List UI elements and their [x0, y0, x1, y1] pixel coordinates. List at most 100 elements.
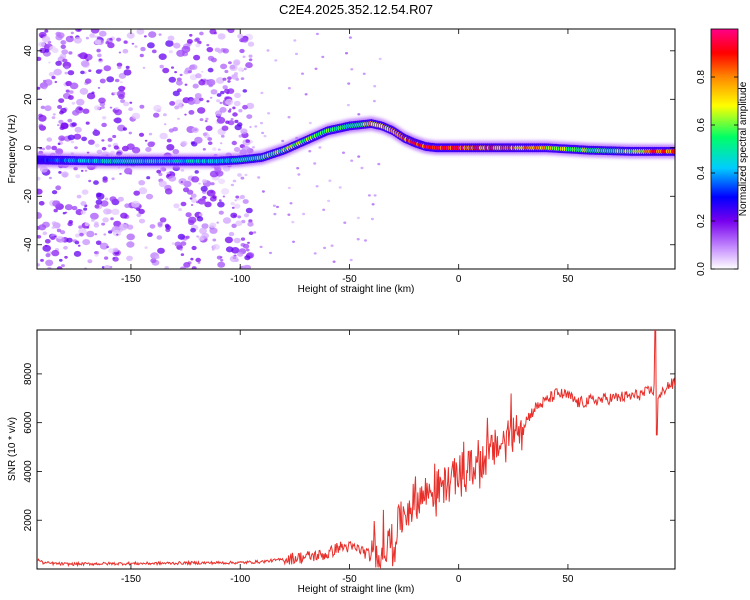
noise-speckle	[128, 131, 132, 135]
noise-speckle	[227, 109, 232, 113]
noise-speckle	[142, 66, 146, 69]
noise-speckle	[237, 251, 244, 257]
noise-speckle	[71, 122, 77, 127]
noise-speckle	[156, 235, 163, 240]
noise-speckle	[297, 173, 301, 176]
noise-speckle	[138, 187, 148, 195]
noise-speckle	[370, 217, 374, 221]
noise-speckle	[237, 215, 242, 219]
noise-speckle	[248, 231, 254, 235]
noise-speckle	[229, 255, 239, 263]
noise-speckle	[39, 147, 43, 150]
noise-speckle	[357, 113, 361, 116]
noise-speckle	[246, 102, 255, 110]
noise-speckle	[122, 127, 127, 131]
noise-speckle	[217, 261, 226, 268]
noise-speckle	[44, 105, 52, 112]
noise-speckle	[80, 60, 90, 67]
noise-speckle	[191, 176, 200, 183]
noise-speckle	[189, 64, 198, 71]
noise-speckle	[197, 261, 201, 264]
noise-speckle	[74, 126, 82, 133]
noise-speckle	[289, 202, 293, 205]
noise-speckle	[201, 232, 209, 239]
noise-speckle	[244, 173, 248, 177]
noise-speckle	[51, 190, 58, 195]
noise-speckle	[147, 42, 155, 49]
noise-speckle	[38, 41, 46, 47]
noise-speckle	[46, 137, 53, 142]
noise-speckle	[190, 193, 197, 199]
noise-speckle	[148, 132, 153, 136]
noise-speckle	[168, 175, 177, 182]
noise-speckle	[206, 189, 216, 197]
noise-speckle	[171, 242, 175, 245]
noise-speckle	[192, 99, 196, 103]
noise-speckle	[139, 53, 144, 58]
noise-speckle	[61, 49, 69, 55]
noise-speckle	[237, 173, 242, 177]
noise-speckle	[144, 35, 147, 38]
noise-speckle	[99, 58, 102, 61]
noise-speckle	[99, 69, 103, 72]
noise-speckle	[240, 237, 246, 241]
noise-speckle	[180, 201, 187, 207]
noise-speckle	[204, 120, 208, 123]
noise-speckle	[254, 125, 258, 128]
noise-speckle	[112, 134, 117, 139]
x-tick-label: 0	[456, 274, 462, 285]
noise-speckle	[349, 258, 353, 262]
noise-speckle	[118, 85, 126, 92]
noise-speckle	[106, 245, 109, 249]
noise-speckle	[199, 31, 204, 36]
noise-speckle	[88, 179, 92, 183]
noise-speckle	[37, 212, 42, 219]
noise-speckle	[338, 186, 342, 189]
noise-speckle	[94, 143, 100, 148]
noise-speckle	[45, 259, 54, 266]
noise-speckle	[205, 125, 213, 132]
noise-speckle	[67, 118, 73, 123]
noise-speckle	[138, 218, 146, 224]
noise-speckle	[179, 266, 187, 269]
noise-speckle	[76, 194, 82, 199]
noise-speckle	[266, 49, 270, 52]
noise-speckle	[185, 235, 190, 239]
noise-speckle	[96, 48, 101, 53]
noise-speckle	[200, 185, 208, 192]
noise-speckle	[179, 248, 183, 251]
noise-speckle	[184, 83, 188, 86]
x-tick-label: -100	[230, 274, 250, 285]
noise-speckle	[94, 35, 98, 39]
noise-speckle	[217, 201, 225, 208]
figure-title: C2E4.2025.352.12.54.R07	[279, 2, 433, 17]
noise-speckle	[91, 91, 95, 95]
noise-speckle	[158, 172, 163, 177]
noise-speckle	[216, 255, 222, 260]
noise-speckle	[77, 244, 81, 247]
noise-speckle	[38, 124, 44, 129]
y-tick-label: -40	[23, 237, 34, 252]
noise-speckle	[228, 61, 232, 65]
noise-speckle	[155, 255, 160, 259]
spectrogram-panel: -150 -100 -50 0 50 -40 -20 0 20 40 Height of stra…	[7, 28, 676, 295]
noise-speckle	[214, 166, 222, 173]
noise-speckle	[93, 223, 100, 228]
noise-speckle	[244, 255, 251, 261]
noise-speckle	[80, 169, 84, 172]
noise-speckle	[84, 222, 90, 227]
noise-speckle	[126, 224, 134, 230]
noise-speckle	[259, 245, 263, 249]
noise-speckle	[242, 199, 249, 204]
noise-speckle	[43, 86, 47, 90]
noise-speckle	[377, 162, 381, 166]
noise-speckle	[212, 238, 217, 242]
noise-speckle	[113, 118, 119, 123]
noise-speckle	[218, 210, 224, 215]
noise-speckle	[91, 218, 95, 222]
noise-speckle	[42, 244, 51, 252]
noise-speckle	[110, 217, 114, 221]
noise-speckle	[269, 251, 272, 255]
colorbar-tick-label: 0.4	[696, 166, 707, 180]
noise-speckle	[50, 236, 56, 241]
